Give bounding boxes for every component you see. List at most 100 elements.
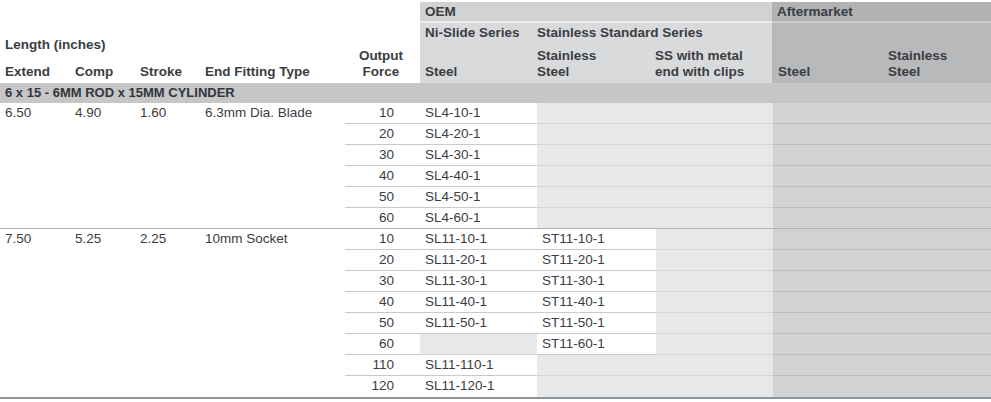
cell-oem-clips [656,229,773,250]
cell-stroke [135,145,200,166]
cell-end-fitting [200,166,345,187]
cell-end-fitting [200,187,345,208]
cell-oem-steel: SL11-30-1 [420,271,537,292]
cell-extend: 6.50 [0,103,70,124]
oem-subheader-block: Ni-Slide Series Stainless Standard Serie… [420,23,772,83]
cell-stroke [135,334,200,355]
cell-stroke: 1.60 [135,103,200,124]
cell-oem-steel: SL11-120-1 [420,376,537,397]
left-column-headers: Length (inches) Extend Comp Stroke End F… [0,23,420,83]
cell-oem-clips [656,250,773,271]
cell-comp [70,376,135,397]
cell-comp [70,355,135,376]
oem-steel-column-header: Steel [425,64,457,80]
cell-stroke [135,355,200,376]
table-row: 120 SL11-120-1 [0,376,991,397]
aftermarket-stainless-steel-column-header: Stainless Steel [888,48,970,80]
cell-stroke [135,250,200,271]
cell-comp [70,292,135,313]
cell-oem-clips [656,103,773,124]
cell-aftermarket [773,292,991,313]
cell-aftermarket [773,208,991,229]
cell-oem-clips [656,313,773,334]
cell-output-force: 110 [345,355,420,376]
cell-stroke [135,124,200,145]
cell-comp [70,208,135,229]
cell-stroke [135,271,200,292]
cell-oem-steel: SL4-20-1 [420,124,537,145]
table-row: 20 SL4-20-1 [0,124,991,145]
cell-extend [0,250,70,271]
cell-extend [0,208,70,229]
cell-comp [70,271,135,292]
cell-extend [0,271,70,292]
table-row: 40 SL4-40-1 [0,166,991,187]
oem-stainless-steel-column-header: Stainless Steel [537,48,619,80]
cell-oem-clips [656,271,773,292]
cell-output-force: 50 [345,313,420,334]
cell-oem-stainless: ST11-60-1 [537,334,656,355]
cell-extend [0,334,70,355]
cell-output-force: 50 [345,187,420,208]
cell-oem-clips [656,376,773,397]
cell-aftermarket [773,355,991,376]
column-headers: Length (inches) Extend Comp Stroke End F… [0,23,991,83]
table-body: 6.50 4.90 1.60 6.3mm Dia. Blade 10 SL4-1… [0,103,991,399]
cell-output-force: 20 [345,250,420,271]
table-row: 40 SL11-40-1 ST11-40-1 [0,292,991,313]
cell-comp [70,166,135,187]
cell-oem-clips [656,145,773,166]
cell-aftermarket [773,250,991,271]
cell-aftermarket [773,271,991,292]
table-row: 110 SL11-110-1 [0,355,991,376]
group-header-bars: OEM Aftermarket [0,2,991,23]
aftermarket-steel-column-header: Steel [778,64,810,80]
cell-end-fitting [200,334,345,355]
cell-oem-clips [656,208,773,229]
cell-oem-steel: SL4-10-1 [420,103,537,124]
cell-stroke [135,376,200,397]
cell-aftermarket [773,103,991,124]
cell-oem-steel: SL11-50-1 [420,313,537,334]
cell-extend [0,313,70,334]
cell-comp [70,145,135,166]
cell-end-fitting [200,250,345,271]
table-row: 7.50 5.25 2.25 10mm Socket 10 SL11-10-1 … [0,229,991,250]
output-force-column-header: Output Force [345,48,417,80]
cell-oem-stainless [537,166,656,187]
stainless-standard-series-header: Stainless Standard Series [537,25,703,41]
cell-output-force: 10 [345,103,420,124]
cell-oem-steel: SL11-20-1 [420,250,537,271]
cell-oem-steel: SL11-10-1 [420,229,537,250]
cell-output-force: 10 [345,229,420,250]
cell-oem-clips [656,355,773,376]
table-row: 50 SL4-50-1 [0,187,991,208]
cell-comp [70,187,135,208]
table-row: 50 SL11-50-1 ST11-50-1 [0,313,991,334]
cell-oem-clips [656,334,773,355]
cell-oem-stainless [537,355,656,376]
cell-aftermarket [773,376,991,397]
cell-output-force: 120 [345,376,420,397]
cell-oem-stainless: ST11-50-1 [537,313,656,334]
cell-oem-steel: SL4-30-1 [420,145,537,166]
cell-output-force: 40 [345,166,420,187]
cell-end-fitting: 10mm Socket [200,229,345,250]
ni-slide-series-header: Ni-Slide Series [425,25,520,41]
cell-oem-stainless: ST11-10-1 [537,229,656,250]
cell-end-fitting [200,208,345,229]
cell-aftermarket [773,313,991,334]
cell-oem-steel: SL4-50-1 [420,187,537,208]
aftermarket-group-label: Aftermarket [777,4,853,19]
cell-oem-clips [656,187,773,208]
cell-oem-stainless: ST11-30-1 [537,271,656,292]
extend-column-header: Extend [5,64,50,80]
cell-aftermarket [773,124,991,145]
cell-aftermarket [773,229,991,250]
cell-comp: 4.90 [70,103,135,124]
cell-oem-stainless [537,145,656,166]
cell-comp [70,313,135,334]
cell-extend [0,187,70,208]
table-row: 60 SL4-60-1 [0,208,991,229]
cell-output-force: 40 [345,292,420,313]
